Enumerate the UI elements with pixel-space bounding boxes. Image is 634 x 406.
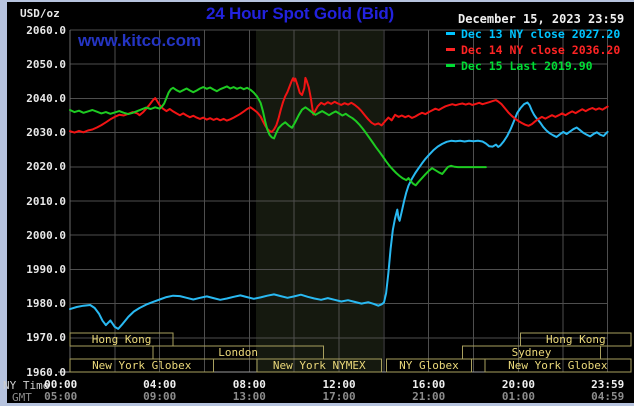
gmt-tick-label: 05:00: [44, 390, 78, 403]
legend-entry-label: Dec 13 NY close 2027.20: [461, 27, 621, 41]
ny-time-axis-label: NY Time: [3, 379, 50, 392]
session-box: [256, 358, 383, 373]
session-label: New York NYMEX: [272, 359, 366, 372]
ny-time-tick-label: 23:59: [591, 378, 625, 391]
ny-time-tick-label: 08:00: [232, 378, 266, 391]
session-box: [386, 358, 472, 373]
legend-entry: Dec 14 NY close 2036.20: [446, 43, 620, 59]
session-box: [484, 358, 632, 373]
gmt-tick-label: 09:00: [143, 390, 177, 403]
legend-dash-icon: [446, 64, 455, 67]
y-tick-label: 2020.0: [26, 160, 66, 174]
ny-time-tick-label: 20:00: [501, 378, 535, 391]
chart-title: 24 Hour Spot Gold (Bid): [205, 4, 395, 23]
gmt-tick-label: 04:59: [591, 390, 625, 403]
legend-dash-icon: [446, 48, 455, 51]
session-label: Hong Kong: [91, 333, 152, 346]
y-tick-label: 2060.0: [26, 23, 66, 37]
legend-entry-label: Dec 15 Last 2019.90: [461, 59, 593, 73]
y-tick-label: 1980.0: [26, 297, 66, 311]
legend: Dec 13 NY close 2027.20 Dec 14 NY close 2…: [446, 27, 620, 75]
session-label: Sydney: [511, 346, 552, 359]
gmt-axis-label: GMT: [12, 391, 32, 404]
y-axis-unit: USD/oz: [20, 7, 60, 20]
ny-time-tick-label: 16:00: [412, 378, 446, 391]
legend-entry-label: Dec 14 NY close 2036.20: [461, 43, 621, 57]
y-tick-label: 2050.0: [26, 57, 66, 71]
legend-entry: Dec 15 Last 2019.90: [446, 59, 620, 75]
price-line-dec-15: [69, 85, 487, 187]
y-tick-label: 1970.0: [26, 331, 66, 345]
ny-time-tick-label: 04:00: [143, 378, 177, 391]
session-box: [69, 332, 174, 347]
gmt-tick-label: 21:00: [412, 390, 446, 403]
legend-dash-icon: [446, 32, 455, 35]
y-tick-label: 2010.0: [26, 194, 66, 208]
price-line-dec-14: [69, 76, 609, 134]
y-tick-label: 1990.0: [26, 262, 66, 276]
ny-time-tick-label: 00:00: [44, 378, 78, 391]
y-tick-label: 2040.0: [26, 91, 66, 105]
session-label: Hong Kong: [545, 333, 606, 346]
kitco-watermark-link[interactable]: www.kitco.com: [78, 31, 202, 50]
session-label: London: [218, 346, 259, 359]
legend-entry: Dec 13 NY close 2027.20: [446, 27, 620, 43]
gmt-tick-label: 17:00: [322, 390, 356, 403]
y-tick-label: 1960.0: [26, 365, 66, 379]
gmt-tick-label: 01:00: [501, 390, 535, 403]
y-tick-label: 2000.0: [26, 228, 66, 242]
gmt-tick-label: 13:00: [232, 390, 266, 403]
y-tick-label: 2030.0: [26, 126, 66, 140]
price-line-dec-13: [69, 101, 609, 330]
session-box: [69, 358, 214, 373]
ny-time-tick-label: 12:00: [322, 378, 356, 391]
chart-datetime: December 15, 2023 23:59: [458, 12, 625, 26]
session-label: New York Globex: [508, 359, 608, 372]
session-box: [152, 345, 324, 360]
session-label: NY Globex: [399, 359, 459, 372]
session-label: New York Globex: [92, 359, 192, 372]
